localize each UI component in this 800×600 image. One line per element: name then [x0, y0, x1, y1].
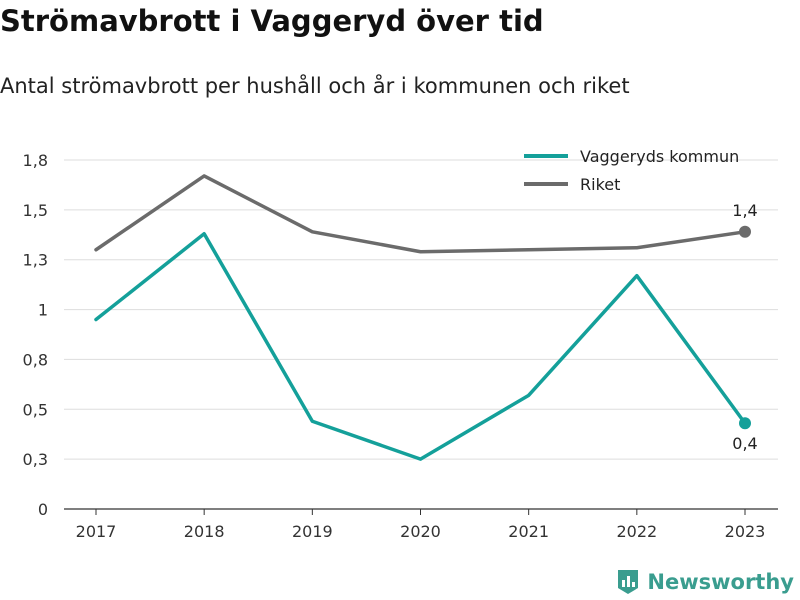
x-tick-label: 2023	[725, 522, 766, 541]
y-tick-label: 0,3	[23, 450, 48, 469]
chart-title: Strömavbrott i Vaggeryd över tid	[0, 4, 544, 38]
y-tick-label: 1,5	[23, 201, 48, 220]
series-line-1	[94, 174, 747, 254]
x-tick-label: 2017	[76, 522, 117, 541]
x-tick-label: 2019	[292, 522, 333, 541]
x-axis: 2017 2018 2019 2020 2021 2022 2023	[76, 509, 766, 541]
newsworthy-logo-icon	[618, 570, 639, 594]
series-line-0	[94, 232, 747, 461]
grid-lines	[64, 159, 778, 510]
x-tick-label: 2018	[184, 522, 225, 541]
y-tick-label: 1	[38, 301, 48, 320]
legend: Vaggeryds kommun Riket	[524, 147, 739, 194]
chart-subtitle: Antal strömavbrott per hushåll och år i …	[0, 74, 630, 98]
y-tick-label: 1,3	[23, 251, 48, 270]
x-tick-label: 2021	[508, 522, 549, 541]
brand-logo: Newsworthy	[617, 569, 794, 595]
series-end-point-0	[739, 417, 751, 430]
brand-name: Newsworthy	[647, 570, 794, 594]
x-tick-label: 2020	[400, 522, 441, 541]
legend-label-1: Riket	[580, 175, 620, 194]
y-axis: 0 0,3 0,5 0,8 1 1,3 1,5 1,8	[23, 151, 48, 519]
y-tick-label: 0	[38, 500, 48, 519]
y-tick-label: 0,8	[23, 350, 48, 369]
data-label-end-1: 1,4	[732, 201, 757, 220]
data-label-end-0: 0,4	[732, 434, 757, 453]
y-tick-label: 1,8	[23, 151, 48, 170]
series-group: 0,4 1,4	[94, 174, 758, 461]
legend-label-0: Vaggeryds kommun	[580, 147, 739, 166]
x-tick-label: 2022	[616, 522, 657, 541]
y-tick-label: 0,5	[23, 400, 48, 419]
series-end-point-1	[739, 225, 751, 238]
